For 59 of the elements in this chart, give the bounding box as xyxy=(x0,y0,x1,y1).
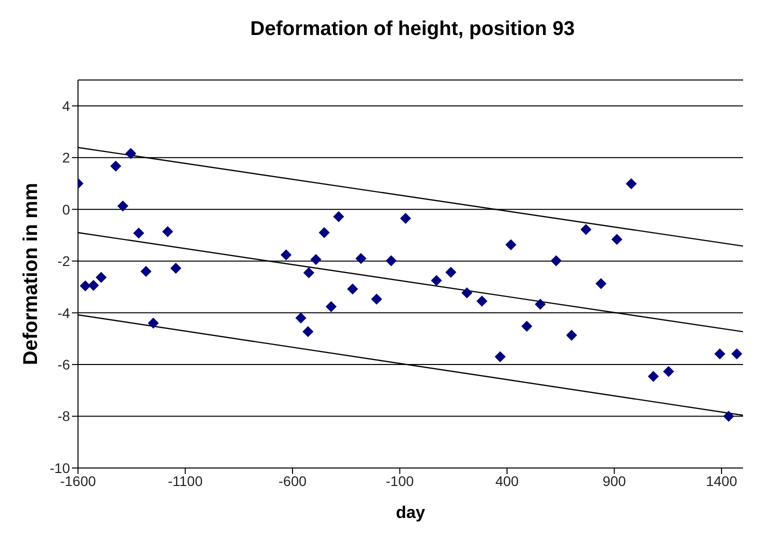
x-tick-label: -1100 xyxy=(168,472,203,489)
point xyxy=(355,252,366,264)
y-tick-label: -6 xyxy=(58,356,70,373)
point xyxy=(731,348,742,360)
point xyxy=(714,348,726,360)
point xyxy=(580,224,592,236)
point xyxy=(611,234,622,245)
point xyxy=(96,272,107,283)
x-axis-title: day xyxy=(396,503,426,522)
point xyxy=(371,294,382,305)
point xyxy=(148,318,159,329)
point xyxy=(534,298,546,310)
point xyxy=(521,320,532,332)
point xyxy=(400,212,412,224)
y-tick-label: 4 xyxy=(62,98,70,114)
y-tick-label: 2 xyxy=(62,150,70,166)
point xyxy=(505,239,516,250)
y-axis-title: Deformation in mm xyxy=(20,182,42,366)
point xyxy=(461,287,472,298)
point xyxy=(170,262,182,274)
y-tick-label: 0 xyxy=(62,201,70,218)
point xyxy=(626,178,637,190)
x-tick-label: 900 xyxy=(602,472,626,489)
point xyxy=(125,148,136,159)
point xyxy=(476,296,488,307)
point xyxy=(133,228,144,239)
point xyxy=(386,255,397,266)
point xyxy=(326,301,337,312)
point xyxy=(550,255,562,266)
point xyxy=(88,280,99,291)
point xyxy=(333,211,344,222)
point xyxy=(723,410,734,422)
point xyxy=(494,351,506,362)
point xyxy=(566,330,578,341)
point xyxy=(303,267,314,278)
point xyxy=(430,274,442,286)
point xyxy=(648,370,659,382)
point xyxy=(347,284,358,295)
x-tick-label: -600 xyxy=(278,472,307,489)
point xyxy=(117,200,128,212)
point xyxy=(302,326,314,338)
point xyxy=(162,226,174,238)
point xyxy=(310,254,322,266)
x-tick-label: -100 xyxy=(386,472,414,489)
point xyxy=(80,280,91,292)
point xyxy=(140,266,152,277)
point xyxy=(318,227,330,238)
y-tick-label: -8 xyxy=(58,408,70,424)
point xyxy=(595,278,606,290)
point xyxy=(295,312,306,324)
point xyxy=(110,160,122,172)
chart-title: Deformation of height, position 93 xyxy=(249,18,576,41)
point xyxy=(280,249,292,260)
point xyxy=(663,366,674,378)
x-tick-label: 1400 xyxy=(706,472,738,489)
x-tick-label: 400 xyxy=(495,472,519,489)
point xyxy=(445,266,456,278)
y-tick-label: -4 xyxy=(58,304,70,321)
y-tick-label: -2 xyxy=(58,253,70,270)
